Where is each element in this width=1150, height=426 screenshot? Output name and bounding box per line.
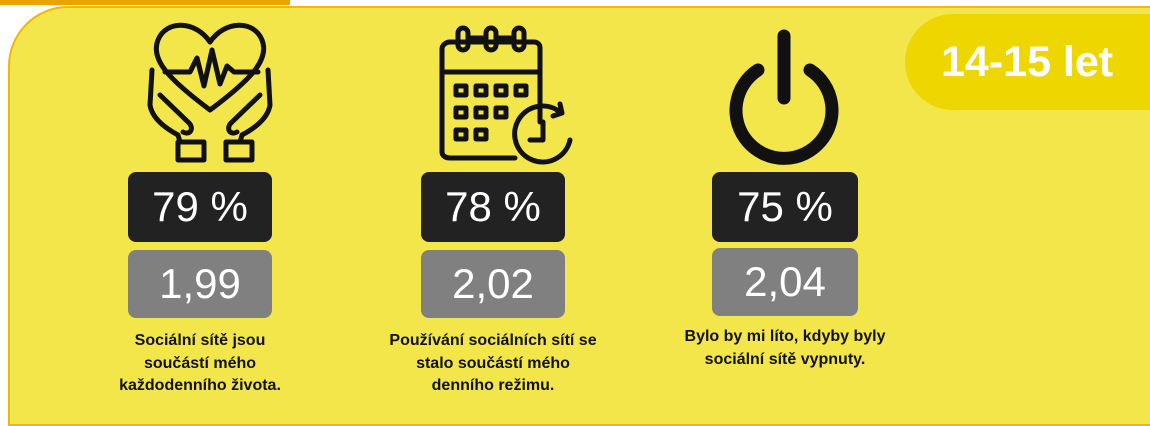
percent-box: 75 %: [712, 172, 858, 242]
caption-line: Sociální sítě jsou: [134, 332, 266, 349]
caption-line: Bylo by mi líto, kdyby byly: [684, 328, 886, 345]
caption-line: denního režimu.: [431, 377, 555, 394]
caption-line: součástí mého: [143, 354, 257, 372]
calendar-icon: [439, 25, 573, 165]
score-box: 2,04: [712, 248, 858, 316]
score-box: 1,99: [128, 250, 272, 318]
percent-box: 79 %: [128, 172, 272, 242]
caption: Bylo by mi líto, kdyby byly sociální sítě…: [635, 326, 935, 371]
caption-line: každodenního života.: [119, 377, 281, 394]
age-badge: 14-15 let: [905, 14, 1150, 110]
heart-hands-icon: [147, 22, 273, 163]
score-box: 2,02: [421, 250, 565, 318]
percent-box: 78 %: [421, 172, 565, 242]
caption-line: Používání sociálních sítí se: [389, 332, 597, 349]
caption-line: sociální sítě vypnuty.: [704, 350, 866, 368]
icons: [147, 22, 839, 165]
top-bar: [0, 0, 290, 5]
caption-line: stalo součástí mého: [416, 354, 570, 372]
power-icon: [729, 29, 839, 165]
caption: Používání sociálních sítí se stalo součás…: [343, 330, 643, 398]
caption: Sociální sítě jsou součástí mého každodenn…: [50, 330, 350, 398]
